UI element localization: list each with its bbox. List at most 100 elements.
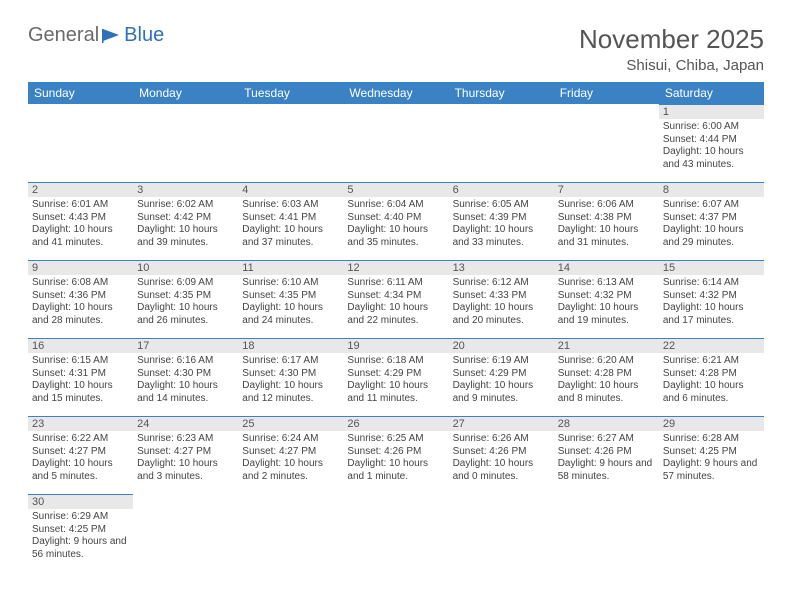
day-number: 24 [133, 416, 238, 431]
day-number: 25 [238, 416, 343, 431]
daylight-text: Daylight: 10 hours and 5 minutes. [32, 458, 129, 483]
calendar-cell: 29Sunrise: 6:28 AMSunset: 4:25 PMDayligh… [659, 416, 764, 494]
flag-icon [101, 27, 123, 45]
sunset-text: Sunset: 4:36 PM [32, 290, 129, 303]
sunrise-text: Sunrise: 6:13 AM [558, 277, 655, 290]
daylight-text: Daylight: 10 hours and 20 minutes. [453, 302, 550, 327]
calendar-cell: 4Sunrise: 6:03 AMSunset: 4:41 PMDaylight… [238, 182, 343, 260]
calendar-header-row: SundayMondayTuesdayWednesdayThursdayFrid… [28, 82, 764, 104]
daylight-text: Daylight: 10 hours and 29 minutes. [663, 224, 760, 249]
cell-details: Sunrise: 6:05 AMSunset: 4:39 PMDaylight:… [453, 199, 550, 249]
sunrise-text: Sunrise: 6:09 AM [137, 277, 234, 290]
sunrise-text: Sunrise: 6:03 AM [242, 199, 339, 212]
sunrise-text: Sunrise: 6:26 AM [453, 433, 550, 446]
daylight-text: Daylight: 10 hours and 28 minutes. [32, 302, 129, 327]
sunrise-text: Sunrise: 6:21 AM [663, 355, 760, 368]
cell-details: Sunrise: 6:14 AMSunset: 4:32 PMDaylight:… [663, 277, 760, 327]
day-number: 6 [449, 182, 554, 197]
sunrise-text: Sunrise: 6:05 AM [453, 199, 550, 212]
sunset-text: Sunset: 4:33 PM [453, 290, 550, 303]
daylight-text: Daylight: 10 hours and 35 minutes. [347, 224, 444, 249]
daylight-text: Daylight: 10 hours and 9 minutes. [453, 380, 550, 405]
sunrise-text: Sunrise: 6:01 AM [32, 199, 129, 212]
sunrise-text: Sunrise: 6:04 AM [347, 199, 444, 212]
daylight-text: Daylight: 10 hours and 12 minutes. [242, 380, 339, 405]
calendar-cell: 18Sunrise: 6:17 AMSunset: 4:30 PMDayligh… [238, 338, 343, 416]
cell-details: Sunrise: 6:12 AMSunset: 4:33 PMDaylight:… [453, 277, 550, 327]
cell-details: Sunrise: 6:03 AMSunset: 4:41 PMDaylight:… [242, 199, 339, 249]
day-number: 14 [554, 260, 659, 275]
calendar-cell: 13Sunrise: 6:12 AMSunset: 4:33 PMDayligh… [449, 260, 554, 338]
daylight-text: Daylight: 9 hours and 57 minutes. [663, 458, 760, 483]
calendar-cell: 25Sunrise: 6:24 AMSunset: 4:27 PMDayligh… [238, 416, 343, 494]
calendar-cell: 2Sunrise: 6:01 AMSunset: 4:43 PMDaylight… [28, 182, 133, 260]
calendar-cell: 1Sunrise: 6:00 AMSunset: 4:44 PMDaylight… [659, 104, 764, 182]
sunrise-text: Sunrise: 6:20 AM [558, 355, 655, 368]
cell-details: Sunrise: 6:29 AMSunset: 4:25 PMDaylight:… [32, 511, 129, 561]
cell-details: Sunrise: 6:27 AMSunset: 4:26 PMDaylight:… [558, 433, 655, 483]
sunset-text: Sunset: 4:29 PM [453, 368, 550, 381]
calendar-cell: 17Sunrise: 6:16 AMSunset: 4:30 PMDayligh… [133, 338, 238, 416]
cell-details: Sunrise: 6:15 AMSunset: 4:31 PMDaylight:… [32, 355, 129, 405]
cell-details: Sunrise: 6:09 AMSunset: 4:35 PMDaylight:… [137, 277, 234, 327]
calendar-cell: 11Sunrise: 6:10 AMSunset: 4:35 PMDayligh… [238, 260, 343, 338]
sunset-text: Sunset: 4:42 PM [137, 212, 234, 225]
daylight-text: Daylight: 10 hours and 17 minutes. [663, 302, 760, 327]
daylight-text: Daylight: 10 hours and 33 minutes. [453, 224, 550, 249]
daylight-text: Daylight: 10 hours and 26 minutes. [137, 302, 234, 327]
header: General Blue November 2025 Shisui, Chiba… [28, 24, 764, 74]
calendar-cell: 14Sunrise: 6:13 AMSunset: 4:32 PMDayligh… [554, 260, 659, 338]
daylight-text: Daylight: 10 hours and 3 minutes. [137, 458, 234, 483]
sunrise-text: Sunrise: 6:15 AM [32, 355, 129, 368]
cell-details: Sunrise: 6:23 AMSunset: 4:27 PMDaylight:… [137, 433, 234, 483]
sunset-text: Sunset: 4:27 PM [137, 446, 234, 459]
sunset-text: Sunset: 4:26 PM [453, 446, 550, 459]
sunset-text: Sunset: 4:39 PM [453, 212, 550, 225]
daylight-text: Daylight: 10 hours and 6 minutes. [663, 380, 760, 405]
calendar-cell: 26Sunrise: 6:25 AMSunset: 4:26 PMDayligh… [343, 416, 448, 494]
daylight-text: Daylight: 10 hours and 39 minutes. [137, 224, 234, 249]
sunset-text: Sunset: 4:26 PM [558, 446, 655, 459]
sunrise-text: Sunrise: 6:06 AM [558, 199, 655, 212]
sunset-text: Sunset: 4:27 PM [242, 446, 339, 459]
sunset-text: Sunset: 4:44 PM [663, 134, 760, 147]
sunrise-text: Sunrise: 6:08 AM [32, 277, 129, 290]
cell-details: Sunrise: 6:04 AMSunset: 4:40 PMDaylight:… [347, 199, 444, 249]
sunset-text: Sunset: 4:43 PM [32, 212, 129, 225]
sunset-text: Sunset: 4:40 PM [347, 212, 444, 225]
sunrise-text: Sunrise: 6:12 AM [453, 277, 550, 290]
calendar-cell: 21Sunrise: 6:20 AMSunset: 4:28 PMDayligh… [554, 338, 659, 416]
calendar-cell: 27Sunrise: 6:26 AMSunset: 4:26 PMDayligh… [449, 416, 554, 494]
sunrise-text: Sunrise: 6:07 AM [663, 199, 760, 212]
sunrise-text: Sunrise: 6:22 AM [32, 433, 129, 446]
daylight-text: Daylight: 10 hours and 43 minutes. [663, 146, 760, 171]
calendar-cell [343, 494, 448, 572]
day-header: Friday [554, 82, 659, 104]
month-title: November 2025 [579, 24, 764, 55]
sunrise-text: Sunrise: 6:18 AM [347, 355, 444, 368]
daylight-text: Daylight: 10 hours and 0 minutes. [453, 458, 550, 483]
sunrise-text: Sunrise: 6:29 AM [32, 511, 129, 524]
sunrise-text: Sunrise: 6:14 AM [663, 277, 760, 290]
sunrise-text: Sunrise: 6:24 AM [242, 433, 339, 446]
calendar-cell: 9Sunrise: 6:08 AMSunset: 4:36 PMDaylight… [28, 260, 133, 338]
calendar-week-row: 23Sunrise: 6:22 AMSunset: 4:27 PMDayligh… [28, 416, 764, 494]
calendar-cell: 6 Sunrise: 6:05 AMSunset: 4:39 PMDaylight… [449, 182, 554, 260]
calendar-body: 1Sunrise: 6:00 AMSunset: 4:44 PMDaylight… [28, 104, 764, 572]
sunrise-text: Sunrise: 6:27 AM [558, 433, 655, 446]
sunrise-text: Sunrise: 6:23 AM [137, 433, 234, 446]
sunset-text: Sunset: 4:32 PM [663, 290, 760, 303]
daylight-text: Daylight: 10 hours and 1 minute. [347, 458, 444, 483]
cell-details: Sunrise: 6:20 AMSunset: 4:28 PMDaylight:… [558, 355, 655, 405]
calendar-cell: 12Sunrise: 6:11 AMSunset: 4:34 PMDayligh… [343, 260, 448, 338]
cell-details: Sunrise: 6:22 AMSunset: 4:27 PMDaylight:… [32, 433, 129, 483]
day-header: Sunday [28, 82, 133, 104]
daylight-text: Daylight: 10 hours and 19 minutes. [558, 302, 655, 327]
calendar-cell: 7Sunrise: 6:06 AMSunset: 4:38 PMDaylight… [554, 182, 659, 260]
calendar-cell: 15Sunrise: 6:14 AMSunset: 4:32 PMDayligh… [659, 260, 764, 338]
calendar-cell: 28Sunrise: 6:27 AMSunset: 4:26 PMDayligh… [554, 416, 659, 494]
calendar-cell: 20Sunrise: 6:19 AMSunset: 4:29 PMDayligh… [449, 338, 554, 416]
location: Shisui, Chiba, Japan [579, 57, 764, 74]
day-number: 22 [659, 338, 764, 353]
day-number: 16 [28, 338, 133, 353]
